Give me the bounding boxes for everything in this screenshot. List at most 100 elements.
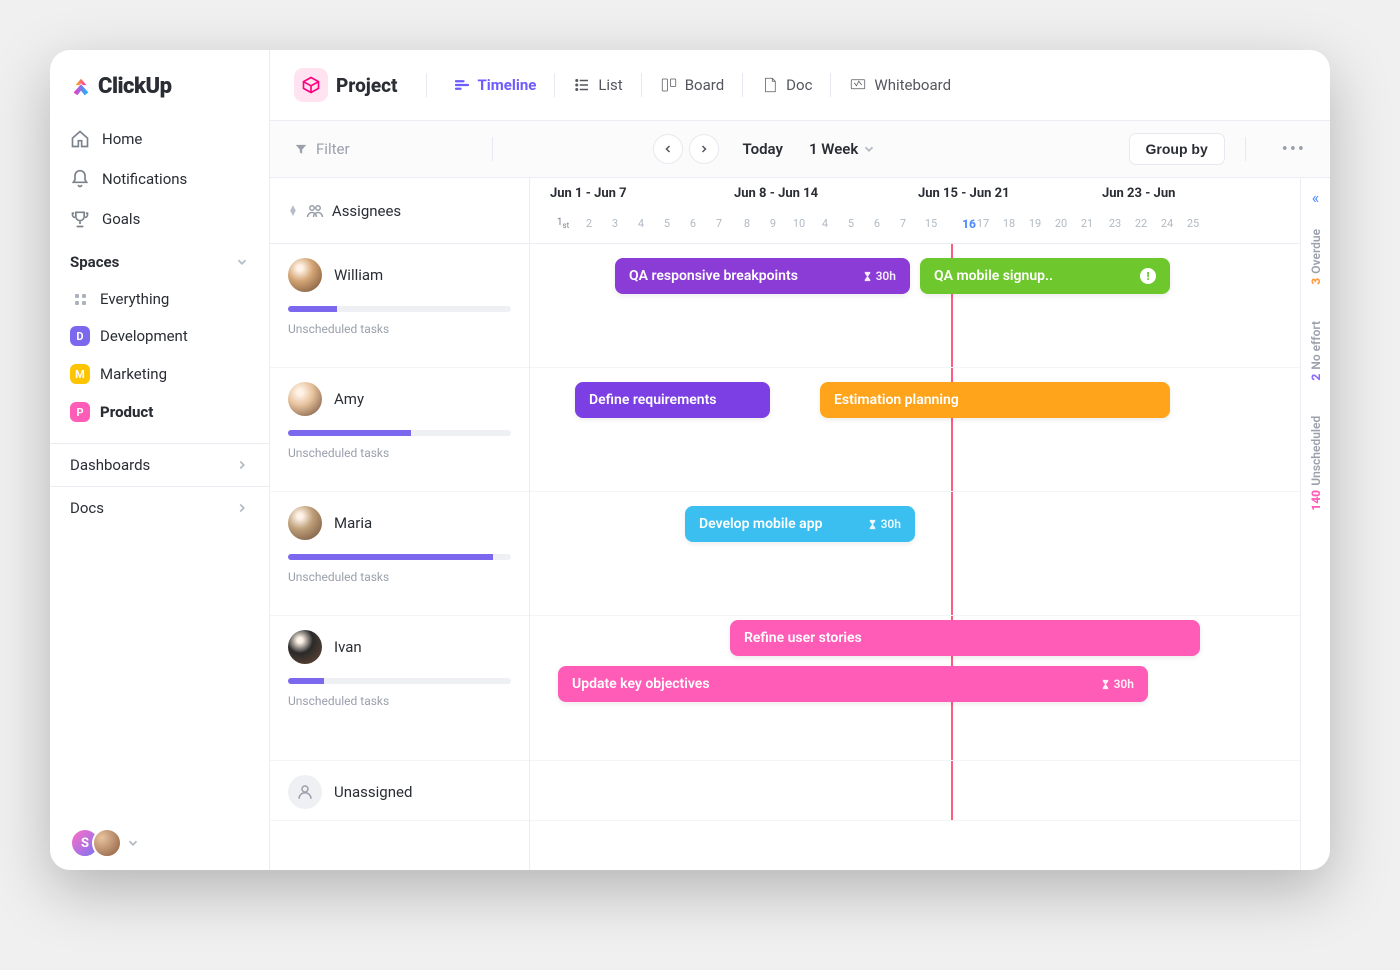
progress-bar — [288, 430, 511, 436]
day-label: 25 — [1180, 217, 1206, 230]
week-label: Jun 23 - Jun — [1102, 186, 1175, 201]
filter-button[interactable]: Filter — [294, 140, 350, 158]
day-label: 7 — [706, 217, 732, 230]
task-bar[interactable]: Refine user stories — [730, 620, 1200, 656]
sidebar-item-dashboards[interactable]: Dashboards — [50, 443, 269, 486]
sidebar-item-development[interactable]: DDevelopment — [50, 317, 269, 355]
progress-bar — [288, 678, 511, 684]
stat-number: 2 — [1309, 373, 1323, 380]
sidebar-item-marketing[interactable]: MMarketing — [50, 355, 269, 393]
assignee-name: Amy — [334, 390, 364, 408]
tab-board[interactable]: Board — [650, 70, 734, 100]
space-badge: M — [70, 364, 90, 384]
day-label: 6 — [680, 217, 706, 230]
people-icon — [306, 202, 324, 220]
bell-icon — [70, 169, 90, 189]
task-label: Define requirements — [589, 392, 717, 408]
assignee-row[interactable]: AmyUnscheduled tasks — [270, 368, 529, 492]
sidebar-item-everything[interactable]: Everything — [50, 281, 269, 317]
separator — [641, 73, 642, 97]
spaces-header-label: Spaces — [70, 253, 119, 271]
task-bar[interactable]: QA responsive breakpoints30h — [615, 258, 910, 294]
nav-notifications[interactable]: Notifications — [50, 159, 269, 199]
sidebar-item-label: Dashboards — [70, 456, 150, 474]
tab-whiteboard[interactable]: Whiteboard — [839, 70, 961, 100]
hourglass-icon — [867, 519, 878, 530]
day-label: 17 — [970, 217, 996, 230]
filter-icon — [294, 142, 308, 156]
stat-label: Overdue — [1309, 229, 1323, 274]
filter-label: Filter — [316, 140, 350, 158]
trophy-icon — [70, 209, 90, 229]
unassigned-icon — [288, 775, 322, 809]
tab-label: Board — [685, 76, 724, 94]
gantt-row: Develop mobile app30h — [530, 492, 1300, 616]
project-badge — [294, 68, 328, 102]
gantt-row: Define requirements Estimation planning — [530, 368, 1300, 492]
day-label: 6 — [864, 217, 890, 230]
assignee-row[interactable]: Unassigned — [270, 761, 529, 821]
avatar — [288, 382, 322, 416]
tab-label: Doc — [786, 76, 812, 94]
sidebar-item-product[interactable]: PProduct — [50, 393, 269, 431]
week-label: Jun 8 - Jun 14 — [734, 186, 818, 201]
app-window: ClickUp Home Notifications Goals Spaces … — [50, 50, 1330, 870]
cube-icon — [301, 75, 321, 95]
nav-label: Goals — [102, 210, 140, 228]
grid-icon — [75, 294, 86, 305]
task-bar[interactable]: Define requirements — [575, 382, 770, 418]
assignee-row[interactable]: MariaUnscheduled tasks — [270, 492, 529, 616]
today-button[interactable]: Today — [743, 140, 783, 158]
assignee-header[interactable]: ▲▼ Assignees — [270, 178, 529, 244]
hourglass-icon — [862, 271, 873, 282]
gantt-area: Jun 1 - Jun 7Jun 8 - Jun 14Jun 15 - Jun … — [530, 178, 1300, 870]
assignee-header-label: Assignees — [332, 202, 401, 220]
task-bar[interactable]: Update key objectives30h — [558, 666, 1148, 702]
stat-label: Unscheduled — [1309, 416, 1323, 486]
tab-timeline[interactable]: Timeline — [443, 70, 547, 100]
separator — [492, 137, 493, 161]
assignee-row[interactable]: WilliamUnscheduled tasks — [270, 244, 529, 368]
group-by-button[interactable]: Group by — [1129, 133, 1225, 165]
task-bar[interactable]: Develop mobile app30h — [685, 506, 915, 542]
avatar — [288, 506, 322, 540]
tab-doc[interactable]: Doc — [751, 70, 822, 100]
clickup-logo-icon — [70, 76, 92, 98]
range-selector[interactable]: 1 Week — [809, 140, 876, 158]
progress-bar — [288, 554, 511, 560]
nav-home[interactable]: Home — [50, 119, 269, 159]
rail-stat[interactable]: 3Overdue — [1309, 211, 1323, 303]
day-label: 4 — [812, 217, 838, 230]
assignee-name: Ivan — [334, 638, 362, 656]
user-avatars[interactable]: S — [50, 828, 269, 858]
day-label: 9 — [760, 217, 786, 230]
task-bar[interactable]: QA mobile signup..! — [920, 258, 1170, 294]
collapse-button[interactable]: « — [1308, 184, 1324, 211]
chevron-right-icon — [235, 458, 249, 472]
task-hours: 30h — [867, 517, 901, 531]
day-label: 23 — [1102, 217, 1128, 230]
rail-stat[interactable]: 2No effort — [1309, 303, 1323, 399]
spaces-header[interactable]: Spaces — [50, 239, 269, 281]
task-bar[interactable]: Estimation planning — [820, 382, 1170, 418]
nav-goals[interactable]: Goals — [50, 199, 269, 239]
assignee-column: ▲▼ Assignees WilliamUnscheduled tasksAmy… — [270, 178, 530, 870]
week-label: Jun 1 - Jun 7 — [550, 186, 627, 201]
day-label: 22 — [1128, 217, 1154, 230]
day-label: 18 — [996, 217, 1022, 230]
sidebar-item-docs[interactable]: Docs — [50, 486, 269, 529]
tab-list[interactable]: List — [563, 70, 632, 100]
avatar — [288, 258, 322, 292]
assignee-row[interactable]: IvanUnscheduled tasks — [270, 616, 529, 761]
brand-logo[interactable]: ClickUp — [50, 74, 269, 119]
alert-icon: ! — [1140, 268, 1156, 284]
chevron-down-icon — [862, 142, 876, 156]
chevron-down-icon — [235, 255, 249, 269]
sidebar-item-label: Everything — [100, 290, 169, 308]
more-menu[interactable]: ••• — [1282, 139, 1306, 160]
progress-bar — [288, 306, 511, 312]
prev-button[interactable] — [653, 134, 683, 164]
board-icon — [660, 76, 678, 94]
next-button[interactable] — [689, 134, 719, 164]
rail-stat[interactable]: 140Unscheduled — [1309, 398, 1323, 529]
